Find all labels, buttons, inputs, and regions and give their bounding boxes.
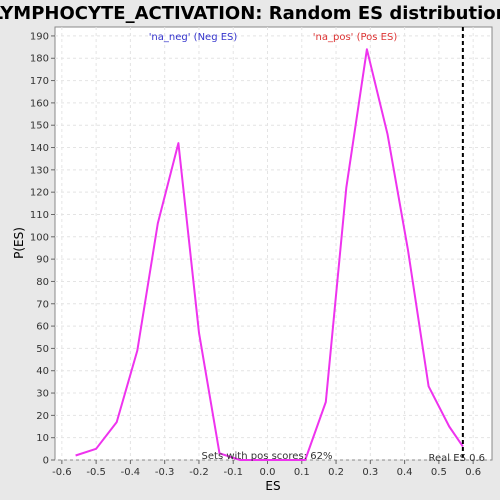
pos-es-label: 'na_pos' (Pos ES) <box>313 32 398 43</box>
x-tick-label: -0.5 <box>86 467 106 478</box>
x-tick-label: -0.3 <box>155 467 175 478</box>
y-axis: 0 10 20 30 40 50 60 70 80 90 100 110 120 130 140 150 160… <box>30 31 55 467</box>
x-axis-label: ES <box>265 479 280 493</box>
x-tick-label: 0.5 <box>431 467 447 478</box>
y-tick-label: 60 <box>36 322 49 333</box>
x-tick-label: 0.4 <box>397 467 413 478</box>
es-distribution-line <box>75 48 464 461</box>
y-tick-label: 120 <box>30 188 49 199</box>
x-tick-label: 0.0 <box>260 467 276 478</box>
x-tick-label: 0.3 <box>362 467 378 478</box>
y-tick-label: 190 <box>30 31 49 42</box>
annotations-layer: 'na_neg' (Neg ES) 'na_pos' (Pos ES) Sets… <box>149 32 485 464</box>
y-tick-label: 20 <box>36 411 49 422</box>
neg-es-label: 'na_neg' (Neg ES) <box>149 32 238 43</box>
y-tick-label: 140 <box>30 143 49 154</box>
y-tick-label: 10 <box>36 433 49 444</box>
x-tick-label: -0.6 <box>52 467 72 478</box>
y-tick-label: 150 <box>30 121 49 132</box>
x-tick-label: -0.2 <box>189 467 209 478</box>
plot-area <box>54 26 493 461</box>
y-tick-label: 70 <box>36 299 49 310</box>
real-es-label: Real ES 0.6 <box>429 453 485 464</box>
y-tick-label: 0 <box>43 456 49 467</box>
y-tick-label: 100 <box>30 232 49 243</box>
y-tick-label: 80 <box>36 277 49 288</box>
grid-lines <box>55 27 492 461</box>
x-tick-label: 0.1 <box>294 467 310 478</box>
y-tick-label: 130 <box>30 165 49 176</box>
y-tick-label: 40 <box>36 366 49 377</box>
y-tick-label: 160 <box>30 98 49 109</box>
y-tick-label: 170 <box>30 76 49 87</box>
y-tick-label: 30 <box>36 389 49 400</box>
series-layer <box>75 27 464 461</box>
x-tick-label: 0.2 <box>328 467 344 478</box>
y-tick-label: 180 <box>30 54 49 65</box>
x-axis: -0.6 -0.5 -0.4 -0.3 -0.2 -0.1 0.0 0.1 0.2 0.3 0.4 0… <box>52 460 481 478</box>
y-axis-label: P(ES) <box>12 227 26 259</box>
y-tick-label: 50 <box>36 344 49 355</box>
sets-pos-scores-label: Sets with pos scores: 62% <box>202 451 333 462</box>
x-tick-label: -0.4 <box>121 467 141 478</box>
chart-title: LYMPHOCYTE_ACTIVATION: Random ES distrib… <box>0 3 500 24</box>
x-tick-label: 0.6 <box>465 467 481 478</box>
y-tick-label: 90 <box>36 255 49 266</box>
y-tick-label: 110 <box>30 210 49 221</box>
x-tick-label: -0.1 <box>223 467 243 478</box>
